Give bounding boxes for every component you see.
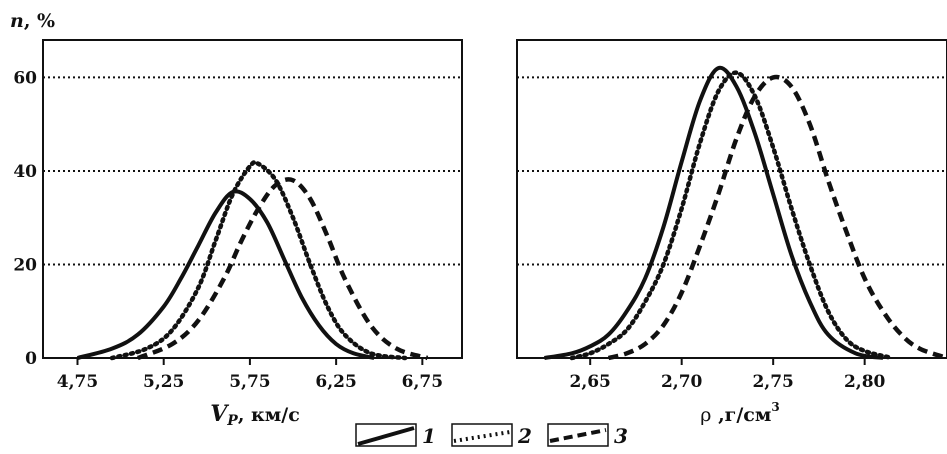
y-tick-label: 0 — [25, 349, 37, 369]
right-plot-frame — [517, 40, 947, 358]
right-x-axis-unit: ,г/см — [711, 404, 771, 426]
y-tick-label: 40 — [13, 162, 37, 182]
right-x-tick-label: 2,65 — [569, 372, 610, 392]
right-gridlines — [517, 77, 947, 264]
left-x-tick-label: 6,25 — [315, 372, 356, 392]
right-x-axis-sup: 3 — [771, 400, 779, 414]
right-x-tick-label: 2,75 — [752, 372, 793, 392]
left-series-3-line — [138, 179, 428, 358]
legend-label-1: 1 — [422, 424, 436, 448]
left-series-group — [78, 162, 428, 358]
legend-label-3: 3 — [614, 424, 628, 448]
legend-item-1: 1 — [356, 424, 436, 448]
left-x-tick-label: 5,75 — [229, 372, 270, 392]
left-x-axis-title: VP, км/с — [210, 401, 300, 429]
legend: 1 2 3 — [356, 424, 628, 448]
right-series-2-line — [572, 73, 892, 358]
right-series-3-line — [609, 77, 947, 358]
y-tick-label: 20 — [13, 255, 37, 275]
right-x-tick-label: 2,70 — [661, 372, 703, 392]
right-panel: 2,65 2,70 2,75 2,80 ρ ,г/см3 — [517, 40, 947, 426]
legend-item-2: 2 — [452, 424, 532, 448]
left-y-tick-labels: 0 20 40 60 — [13, 68, 37, 369]
left-x-tick-label: 5,25 — [143, 372, 184, 392]
left-x-tick-labels: 4,75 5,25 5,75 6,25 6,75 — [57, 372, 443, 392]
legend-line-2 — [454, 432, 510, 441]
legend-line-3 — [550, 430, 606, 441]
right-series-group — [544, 68, 947, 358]
left-series-2-line — [112, 162, 405, 358]
right-x-axis-title: ρ ,г/см3 — [700, 400, 779, 426]
right-series-1-line — [544, 68, 883, 358]
y-axis-unit: , % — [24, 10, 55, 32]
left-gridlines — [43, 77, 462, 264]
legend-item-3: 3 — [548, 424, 628, 448]
y-axis-var: n — [10, 10, 24, 32]
left-x-axis-unit: , км/с — [238, 404, 300, 426]
right-x-axis-var: ρ — [700, 404, 711, 426]
legend-line-1 — [358, 428, 414, 444]
left-x-axis-sub: P — [226, 413, 238, 429]
left-x-tick-label: 4,75 — [57, 372, 98, 392]
y-axis-label: n, % — [10, 10, 55, 32]
left-x-tick-label: 6,75 — [402, 372, 443, 392]
y-tick-label: 60 — [13, 68, 37, 88]
legend-label-2: 2 — [517, 424, 532, 448]
left-panel: 0 20 40 60 4,75 5,25 5,75 6,25 6,75 VP, км/с — [13, 40, 462, 429]
right-x-tick-labels: 2,65 2,70 2,75 2,80 — [569, 372, 885, 392]
right-x-tick-label: 2,80 — [844, 372, 886, 392]
right-x-ticks — [590, 358, 864, 365]
